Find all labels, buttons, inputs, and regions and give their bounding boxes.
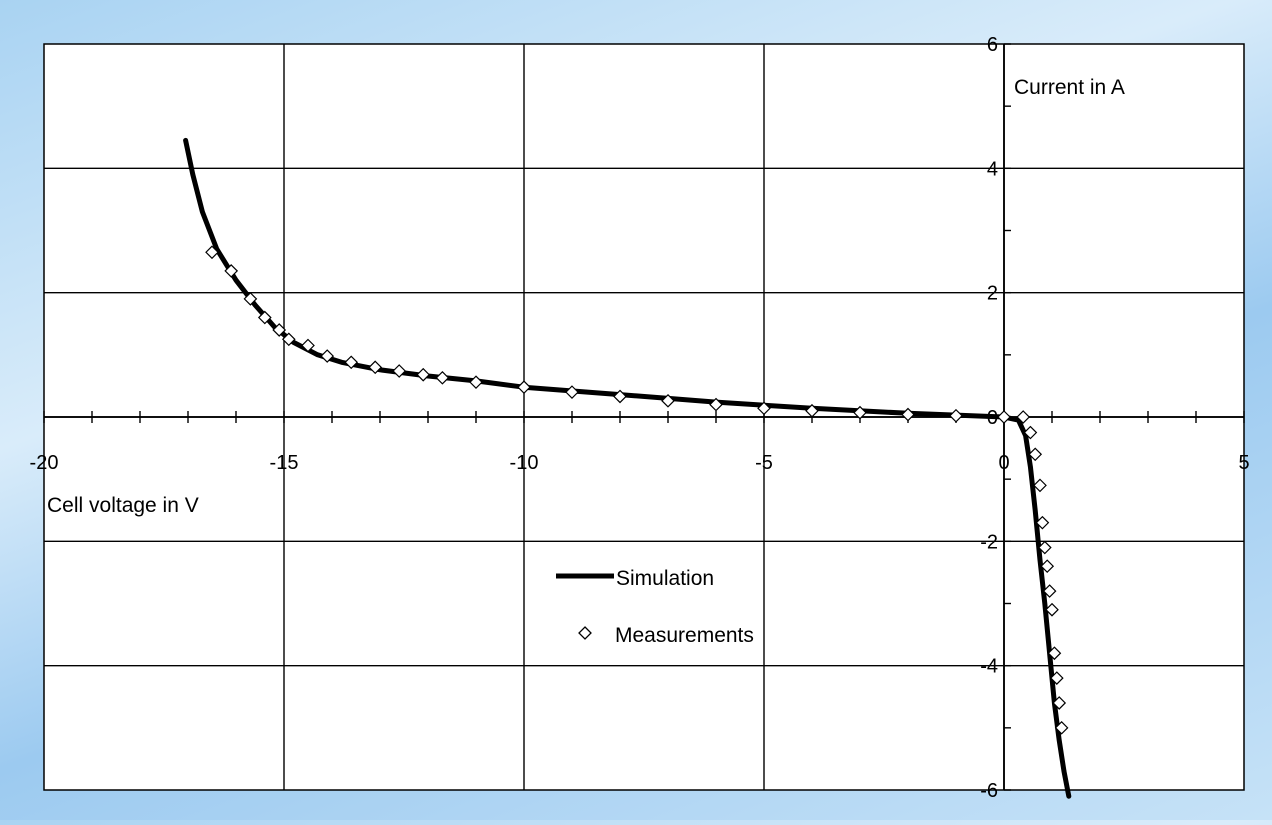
measurement-point	[853, 405, 867, 420]
measurement-point	[1049, 671, 1064, 685]
measurement-point	[1035, 515, 1050, 530]
legend-measurements-label: Measurements	[615, 624, 754, 647]
y-tick-label: 2	[987, 283, 998, 305]
measurement-point	[997, 410, 1011, 424]
measurement-point	[1037, 540, 1052, 555]
y-tick-label: -6	[980, 780, 998, 802]
x-tick-label: -15	[270, 452, 299, 474]
measurement-point	[709, 397, 723, 412]
measurement-point	[1047, 646, 1062, 661]
measurement-point	[469, 375, 483, 390]
measurement-point	[301, 338, 315, 353]
measurement-point	[243, 292, 258, 306]
legend-simulation-label: Simulation	[616, 567, 714, 590]
measurement-point	[517, 380, 531, 395]
measurement-point	[1040, 559, 1055, 574]
measurement-point	[1045, 602, 1059, 617]
measurement-point	[320, 349, 335, 363]
measurement-point	[392, 364, 407, 378]
measurement-point	[565, 385, 579, 399]
measurement-point	[757, 401, 771, 416]
measurement-point	[1054, 720, 1069, 735]
y-tick-label: -2	[980, 531, 998, 553]
measurement-point	[949, 408, 963, 423]
measurement-point	[416, 367, 431, 382]
measurement-point	[1016, 410, 1031, 424]
measurement-point	[1052, 696, 1067, 710]
measurement-point	[257, 310, 272, 325]
legend-measurements-marker	[578, 626, 592, 640]
measurement-point	[661, 393, 675, 408]
x-tick-label: 0	[998, 452, 1009, 474]
measurement-point	[344, 355, 359, 370]
measurement-point	[224, 264, 239, 278]
measurement-point	[901, 407, 915, 422]
measurement-point	[281, 332, 296, 347]
legend: Simulation Measurements	[556, 567, 754, 647]
measurement-point	[1028, 447, 1043, 462]
y-tick-label: 4	[987, 158, 998, 180]
x-tick-label: -20	[30, 452, 59, 474]
x-tick-label: 5	[1238, 452, 1249, 474]
data-series	[183, 137, 1072, 799]
measurement-point	[805, 403, 819, 418]
x-tick-label: -10	[510, 452, 539, 474]
measurement-point	[1042, 584, 1057, 598]
measurement-point	[1033, 478, 1047, 493]
y-tick-label: 6	[987, 34, 998, 56]
measurement-point	[368, 360, 383, 375]
y-tick-label: -4	[980, 656, 998, 678]
y-axis-title: Current in A	[1014, 76, 1125, 99]
measurement-point	[613, 389, 627, 404]
measurement-point	[272, 323, 287, 337]
measurement-point	[1023, 425, 1038, 440]
measurement-point	[435, 370, 450, 385]
x-axis-title: Cell voltage in V	[47, 494, 199, 517]
x-tick-label: -5	[755, 452, 773, 474]
measurement-point	[205, 245, 219, 260]
